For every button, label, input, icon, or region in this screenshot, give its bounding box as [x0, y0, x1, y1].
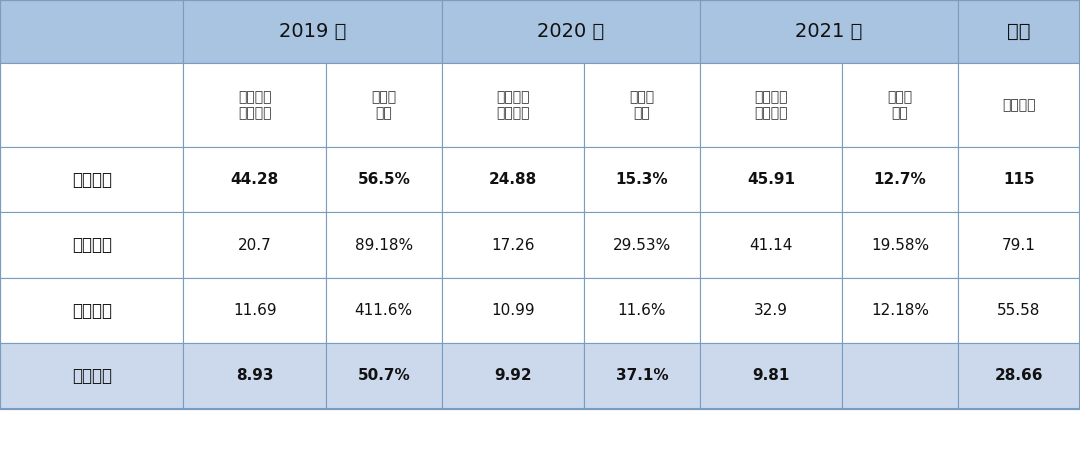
Text: 55.58: 55.58: [997, 303, 1040, 318]
Text: 占同期
收入: 占同期 收入: [630, 90, 654, 120]
Bar: [0, 343, 184, 409]
Text: 45.91: 45.91: [747, 172, 795, 187]
Bar: [326, 343, 442, 409]
Text: 28.66: 28.66: [995, 368, 1043, 383]
Text: 占同期
收入: 占同期 收入: [888, 90, 913, 120]
Bar: [326, 278, 442, 343]
Bar: [442, 147, 584, 212]
Bar: [958, 343, 1080, 409]
Bar: [958, 63, 1080, 147]
Text: 79.1: 79.1: [1002, 238, 1036, 253]
Bar: [958, 212, 1080, 278]
Bar: [442, 212, 584, 278]
Text: 411.6%: 411.6%: [354, 303, 413, 318]
Text: 12.7%: 12.7%: [874, 172, 927, 187]
Bar: [0, 63, 184, 147]
Bar: [584, 212, 700, 278]
Bar: [584, 278, 700, 343]
Text: 50.7%: 50.7%: [357, 368, 410, 383]
Bar: [584, 343, 700, 409]
Text: 20.7: 20.7: [238, 238, 271, 253]
Bar: [958, 278, 1080, 343]
Bar: [700, 63, 842, 147]
Text: 17.26: 17.26: [491, 238, 535, 253]
Bar: [842, 63, 958, 147]
Text: 11.6%: 11.6%: [618, 303, 666, 318]
Bar: [584, 147, 700, 212]
Text: 12.18%: 12.18%: [870, 303, 929, 318]
Bar: [0, 147, 184, 212]
Bar: [326, 147, 442, 212]
Bar: [184, 343, 326, 409]
Text: 89.18%: 89.18%: [354, 238, 413, 253]
Text: 合计: 合计: [1008, 22, 1030, 41]
Text: 56.5%: 56.5%: [357, 172, 410, 187]
Text: 研发开支
（亿元）: 研发开支 （亿元）: [754, 90, 787, 120]
Text: 占同期
收入: 占同期 收入: [372, 90, 396, 120]
Text: 2019 年: 2019 年: [279, 22, 347, 41]
Bar: [442, 0, 700, 63]
Bar: [184, 147, 326, 212]
Text: 研发开支
（亿元）: 研发开支 （亿元）: [238, 90, 271, 120]
Bar: [184, 0, 442, 63]
Bar: [842, 343, 958, 409]
Bar: [700, 212, 842, 278]
Bar: [184, 212, 326, 278]
Bar: [958, 0, 1080, 63]
Bar: [442, 343, 584, 409]
Bar: [842, 278, 958, 343]
Text: 9.92: 9.92: [494, 368, 531, 383]
Bar: [442, 278, 584, 343]
Text: 24.88: 24.88: [489, 172, 537, 187]
Text: 蒔来汽车: 蒔来汽车: [71, 171, 111, 189]
Text: 8.93: 8.93: [235, 368, 273, 383]
Bar: [842, 212, 958, 278]
Bar: [442, 63, 584, 147]
Bar: [326, 212, 442, 278]
Bar: [700, 343, 842, 409]
Text: 41.14: 41.14: [750, 238, 793, 253]
Text: 9.81: 9.81: [753, 368, 789, 383]
Text: 2021 年: 2021 年: [795, 22, 862, 41]
Text: 44.28: 44.28: [231, 172, 279, 187]
Bar: [700, 278, 842, 343]
Bar: [958, 147, 1080, 212]
Bar: [0, 278, 184, 343]
Text: 115: 115: [1003, 172, 1035, 187]
Text: 理想汽车: 理想汽车: [71, 302, 111, 319]
Bar: [700, 147, 842, 212]
Bar: [184, 63, 326, 147]
Text: 32.9: 32.9: [754, 303, 788, 318]
Text: 11.69: 11.69: [233, 303, 276, 318]
Text: 研发开支
（亿元）: 研发开支 （亿元）: [496, 90, 529, 120]
Text: 29.53%: 29.53%: [612, 238, 671, 253]
Bar: [184, 278, 326, 343]
Bar: [700, 0, 958, 63]
Text: 15.3%: 15.3%: [616, 172, 669, 187]
Bar: [0, 212, 184, 278]
Bar: [0, 0, 1080, 409]
Bar: [0, 0, 184, 63]
Text: 10.99: 10.99: [491, 303, 535, 318]
Bar: [326, 63, 442, 147]
Text: 2020 年: 2020 年: [537, 22, 604, 41]
Bar: [842, 147, 958, 212]
Text: 19.58%: 19.58%: [870, 238, 929, 253]
Text: 威马汽车: 威马汽车: [71, 367, 111, 385]
Text: 小鹏汽车: 小鹏汽车: [71, 236, 111, 254]
Text: 37.1%: 37.1%: [616, 368, 669, 383]
Bar: [584, 63, 700, 147]
Text: （亿元）: （亿元）: [1002, 98, 1036, 112]
